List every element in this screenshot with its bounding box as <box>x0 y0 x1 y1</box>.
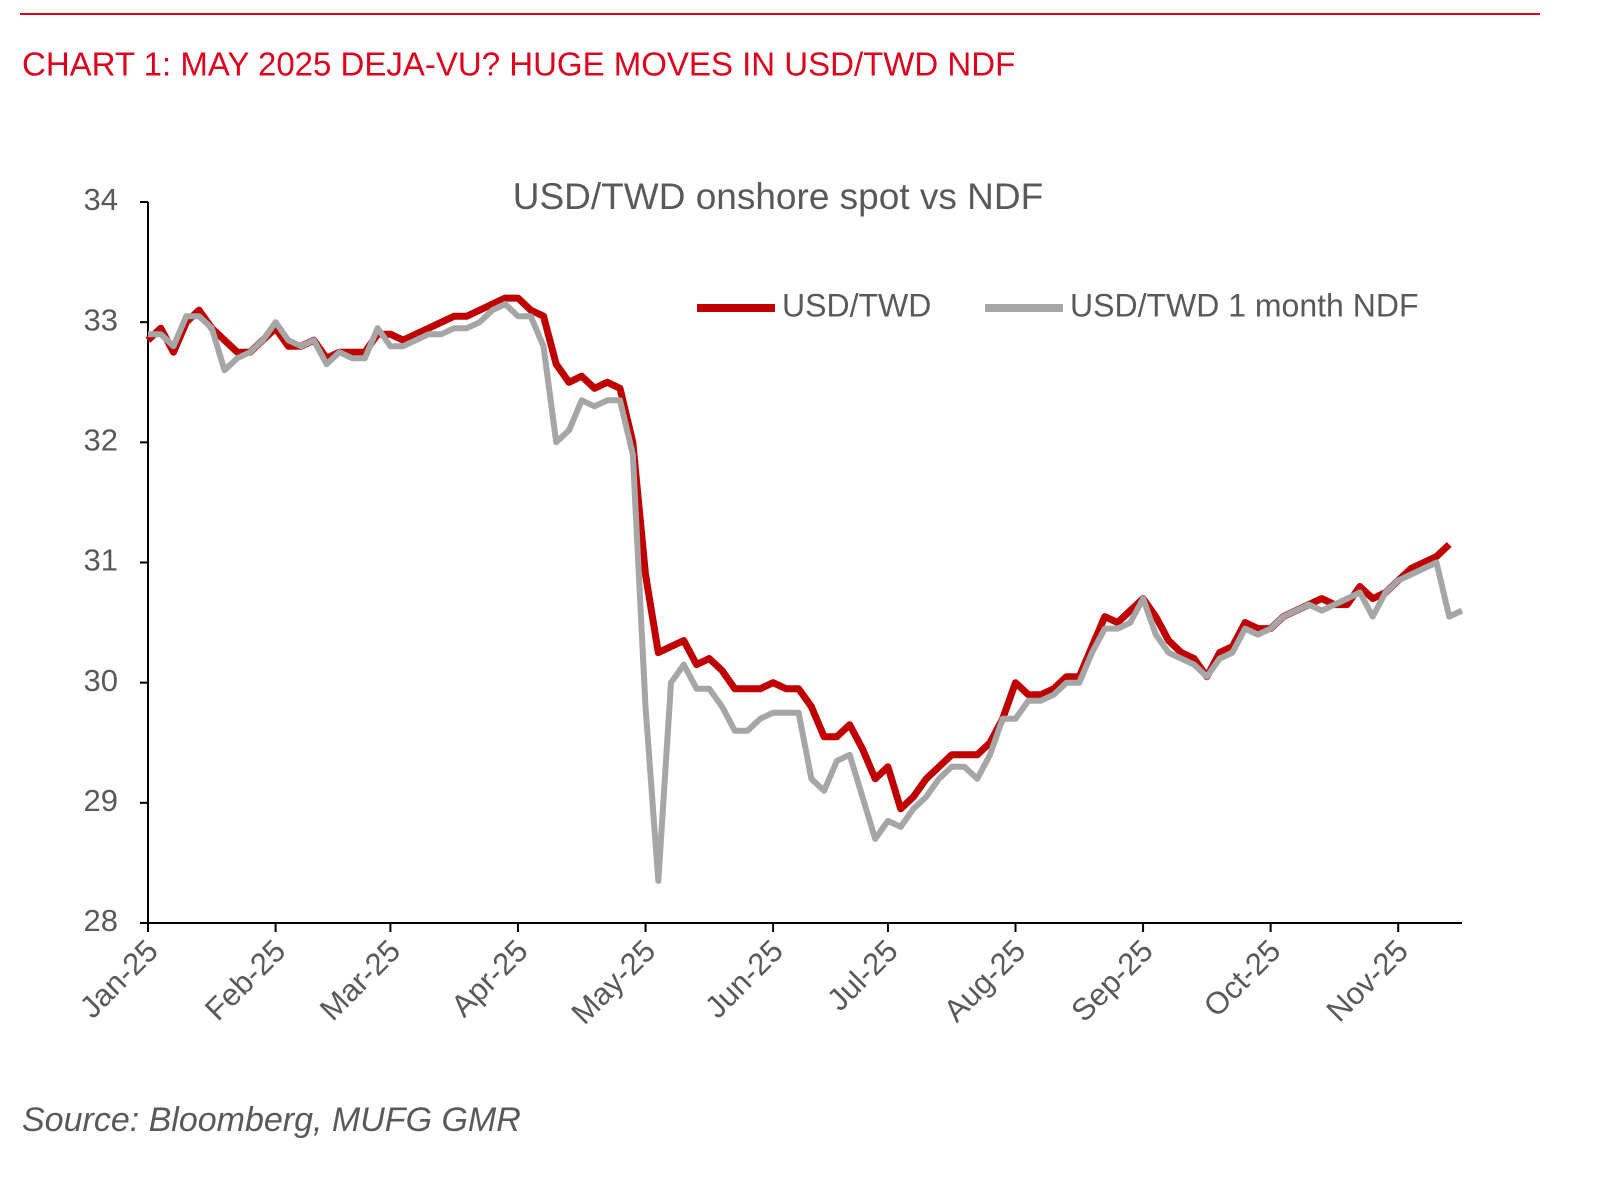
x-tick-label: May-25 <box>564 933 662 1031</box>
y-tick-label: 29 <box>84 783 118 818</box>
series-line <box>145 294 1452 813</box>
chart-title: USD/TWD onshore spot vs NDF <box>513 176 1043 217</box>
source: Source: Bloomberg, MUFG GMR <box>22 1101 521 1139</box>
x-tick-label: Nov-25 <box>1320 933 1415 1028</box>
x-tick-label: Sep-25 <box>1064 933 1159 1028</box>
y-tick-label: 31 <box>84 543 118 578</box>
x-tick-label: Apr-25 <box>444 933 535 1024</box>
y-tick-label: 32 <box>84 423 118 458</box>
x-tick-label: Jun-25 <box>698 933 790 1025</box>
legend-label: USD/TWD <box>782 287 931 323</box>
y-tick-label: 33 <box>84 302 118 337</box>
x-tick-label: Aug-25 <box>937 933 1032 1028</box>
x-tick-label: Jul-25 <box>820 933 904 1017</box>
header-title: CHART 1: MAY 2025 DEJA-VU? HUGE MOVES IN… <box>22 46 1015 83</box>
x-tick-label: Oct-25 <box>1197 933 1288 1024</box>
series-line <box>148 301 1464 884</box>
x-tick-label: Mar-25 <box>313 933 407 1027</box>
y-tick-label: 28 <box>84 903 118 938</box>
x-tick-label: Feb-25 <box>198 933 292 1027</box>
y-tick-label: 30 <box>84 663 118 698</box>
x-tick-label: Jan-25 <box>73 933 165 1025</box>
legend-label: USD/TWD 1 month NDF <box>1070 287 1418 323</box>
y-tick-label: 34 <box>84 182 118 217</box>
